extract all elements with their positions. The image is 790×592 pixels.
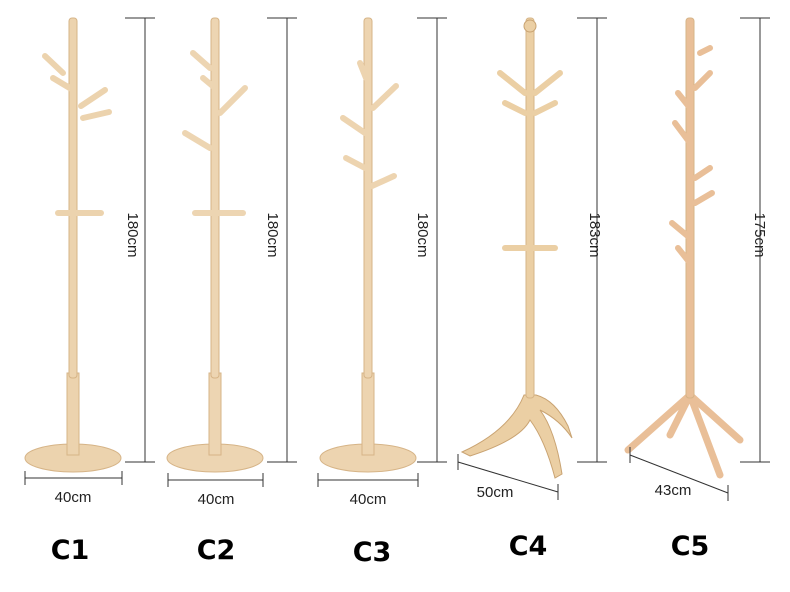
coat-rack: 175cm 43cm C5 (624, 17, 770, 562)
rack-hook (78, 87, 108, 109)
rack-hook (692, 190, 715, 206)
width-label: 43cm (655, 482, 692, 499)
rack-hook (669, 220, 693, 241)
width-label: 40cm (198, 491, 235, 508)
coat-rack: 180cm 40cm C2 (166, 17, 297, 566)
rack-hook (532, 70, 563, 96)
height-label: 180cm (124, 212, 141, 257)
rack-hook (42, 53, 66, 76)
rack-hook (182, 130, 213, 151)
rack-pole-lower (66, 372, 80, 456)
rack-pole (68, 17, 78, 379)
product-label: C2 (197, 535, 236, 566)
rack-hook (692, 165, 713, 181)
rack-pole (525, 17, 535, 399)
rack-finial (523, 19, 537, 33)
rack-hook (340, 115, 368, 136)
width-label: 50cm (477, 484, 514, 501)
width-line (629, 454, 729, 494)
rack-pole (210, 17, 220, 379)
rack-hook (697, 45, 713, 56)
rack-hook (50, 75, 76, 93)
height-label: 175cm (751, 212, 768, 257)
rack-legs (460, 394, 573, 479)
rack-hook (675, 90, 693, 111)
rack-pole (685, 17, 695, 399)
rack-pole-lower (361, 372, 375, 456)
rack-hook (502, 100, 528, 116)
rack-legs (624, 391, 744, 479)
rack-hook (80, 109, 112, 121)
rack-hook (497, 70, 528, 96)
rack-hook (532, 100, 558, 116)
rack-hook (692, 70, 713, 91)
height-label: 183cm (586, 212, 603, 257)
rack-hook (369, 173, 397, 189)
rack-hook (357, 60, 369, 81)
product-label: C1 (51, 535, 90, 566)
rack-hook (343, 155, 368, 171)
rack-hook (190, 50, 213, 71)
width-label: 40cm (55, 489, 92, 506)
width-line (457, 461, 559, 493)
rack-pole-lower (208, 372, 222, 456)
rack-hook (370, 83, 399, 111)
rack-hook (217, 85, 248, 116)
product-label: C5 (671, 531, 710, 562)
coat-rack: 180cm 40cm C1 (24, 17, 155, 566)
product-label: C3 (353, 537, 392, 568)
height-label: 180cm (414, 212, 431, 257)
product-label: C4 (509, 531, 548, 562)
height-label: 180cm (264, 212, 281, 257)
width-label: 40cm (350, 491, 387, 508)
rack-hook (672, 120, 693, 146)
coat-rack: 183cm 50cm C4 (457, 17, 607, 562)
rack-hook (675, 245, 693, 266)
rack-hook (200, 75, 218, 91)
coat-rack: 180cm 40cm C3 (317, 17, 447, 568)
